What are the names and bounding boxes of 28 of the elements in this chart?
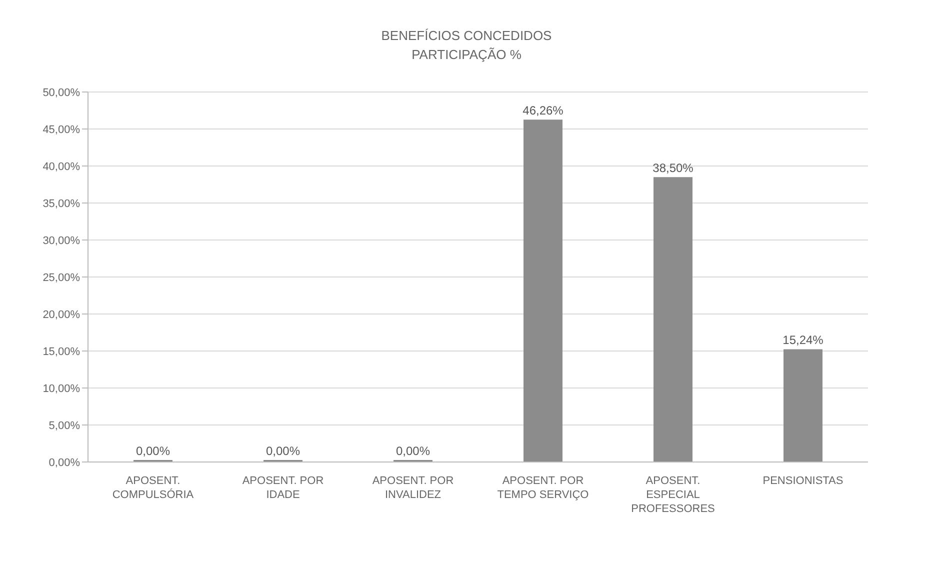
y-tick-label: 50,00% <box>42 86 80 99</box>
y-tick-label: 20,00% <box>42 308 80 321</box>
y-tick-label: 0,00% <box>48 456 80 469</box>
x-tick-label: APOSENT. POR INVALIDEZ <box>372 475 454 501</box>
y-tick-label: 10,00% <box>42 382 80 395</box>
y-tick-label: 25,00% <box>42 272 80 284</box>
x-tick-label: APOSENT. POR TEMPO SERVIÇO <box>497 475 590 501</box>
data-label: 46,26% <box>522 104 564 118</box>
y-tick-label: 30,00% <box>42 234 80 247</box>
data-label: 0,00% <box>266 444 300 458</box>
data-label: 0,00% <box>396 444 430 458</box>
y-tick-label: 35,00% <box>42 198 80 210</box>
x-tick-label: APOSENT. POR IDADE <box>242 475 324 501</box>
bar <box>654 177 692 462</box>
bar <box>784 349 822 462</box>
chart-title: BENEFÍCIOS CONCEDIDOS <box>380 28 553 43</box>
bar <box>524 120 562 462</box>
x-tick-label: PENSIONISTAS <box>762 475 844 487</box>
y-tick-label: 15,00% <box>42 346 80 358</box>
data-label: 0,00% <box>136 444 170 458</box>
y-tick-label: 45,00% <box>42 124 80 136</box>
x-tick-label: APOSENT. ESPECIAL PROFESSORES <box>631 475 715 515</box>
data-label: 15,24% <box>782 333 824 348</box>
x-tick-label: APOSENT. COMPULSÓRIA <box>112 475 194 501</box>
chart-subtitle: PARTICIPAÇÃO % <box>410 47 522 62</box>
data-label: 38,50% <box>652 161 694 176</box>
y-tick-label: 5,00% <box>48 420 80 432</box>
y-tick-label: 40,00% <box>42 160 80 173</box>
